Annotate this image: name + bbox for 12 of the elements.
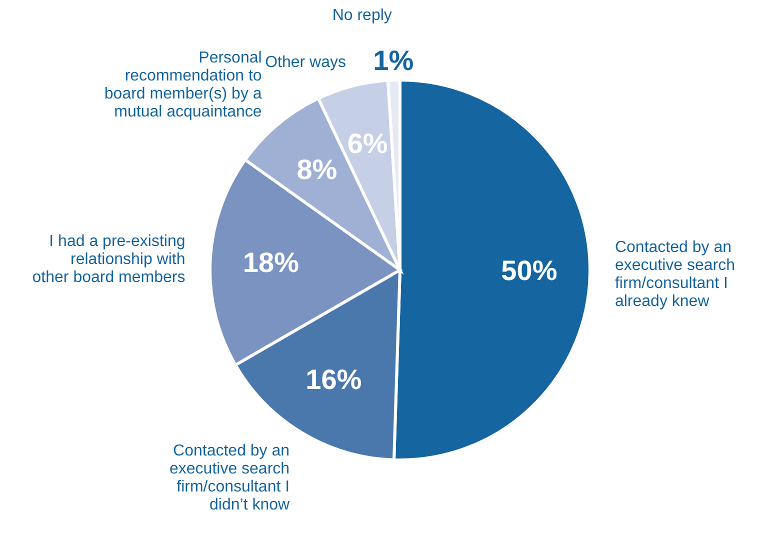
data-label: 1% bbox=[373, 45, 414, 76]
data-label: 18% bbox=[242, 246, 300, 278]
slice-label: Other ways bbox=[265, 54, 346, 71]
data-label: 50% bbox=[501, 255, 558, 286]
data-label: 6% bbox=[347, 128, 388, 159]
slice-label: Contacted by an executive search firm/consultant I already knew bbox=[614, 238, 736, 310]
slice-label: No reply bbox=[332, 7, 392, 24]
slice-label: Personal recommendation to board member(s) by a mutual acquaintance bbox=[104, 50, 262, 121]
slice-label: I had a pre-existing relationship with other board members bbox=[32, 232, 186, 286]
slice-label: Contacted by an executive search firm/consultant I didn’t know bbox=[169, 442, 290, 514]
data-label: 16% bbox=[306, 364, 362, 395]
data-label: 8% bbox=[296, 154, 338, 186]
